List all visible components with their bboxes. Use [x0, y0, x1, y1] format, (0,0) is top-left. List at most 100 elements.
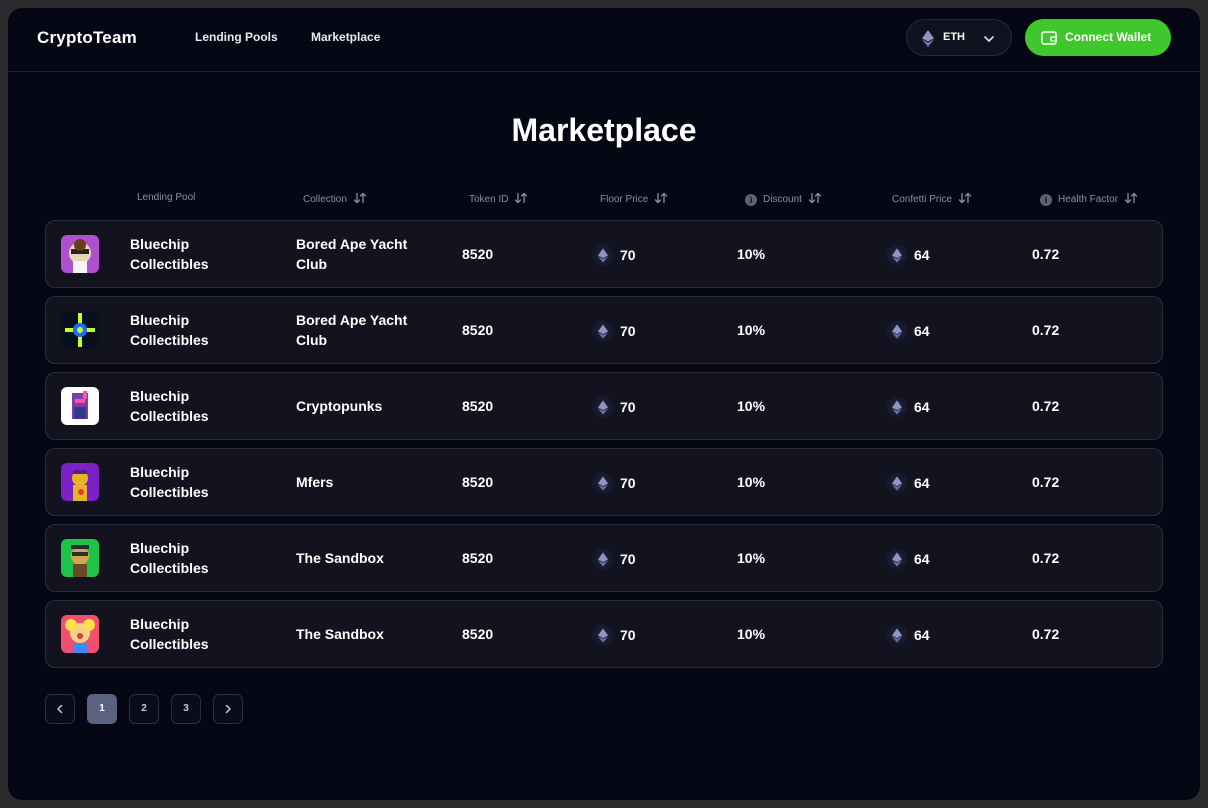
connect-wallet-label: Connect Wallet [1065, 30, 1152, 44]
col-confetti-price[interactable]: Confetti Price [892, 192, 972, 207]
health-factor: 0.72 [1032, 398, 1060, 414]
confetti-price-value: 64 [914, 475, 930, 491]
column-label: Confetti Price [892, 194, 953, 205]
column-label: Lending Pool [137, 192, 196, 203]
ape-purple-avatar [61, 235, 99, 273]
table-header: Lending Pool Collection Token ID Floor Pric… [45, 188, 1163, 210]
confetti-price: 64 [886, 548, 930, 570]
ethereum-icon [592, 320, 614, 342]
clown-ape-avatar [61, 615, 99, 653]
column-label: Health Factor [1058, 194, 1119, 205]
confetti-price-value: 64 [914, 627, 930, 643]
wallet-icon [1041, 31, 1057, 50]
token-id: 8520 [462, 626, 494, 642]
confetti-price-value: 64 [914, 399, 930, 415]
brand-logo[interactable]: CryptoTeam [37, 28, 137, 47]
floor-price: 70 [592, 244, 636, 266]
column-label: Collection [303, 194, 347, 205]
health-factor: 0.72 [1032, 550, 1060, 566]
sort-icon[interactable] [514, 192, 528, 207]
chevron-right-icon [225, 704, 231, 714]
collection-name: The Sandbox [296, 550, 384, 566]
table-row[interactable]: Bluechip Collectibles Mfers 8520 70 10% 64 0.7… [45, 448, 1163, 516]
health-factor: 0.72 [1032, 474, 1060, 490]
neon-figure-avatar [61, 311, 99, 349]
health-factor: 0.72 [1032, 626, 1060, 642]
ethereum-icon [886, 472, 908, 494]
app-window: CryptoTeam Lending Pools Marketplace ETH… [8, 8, 1200, 800]
collection-name: The Sandbox [296, 626, 384, 642]
col-health-factor[interactable]: i Health Factor [1040, 192, 1138, 207]
lending-pool-name: Bluechip Collectibles [130, 540, 209, 576]
page-button-1[interactable]: 1 [87, 694, 117, 724]
confetti-price: 64 [886, 244, 930, 266]
page-title: Marketplace [511, 112, 697, 148]
column-label: Discount [763, 194, 802, 205]
floor-price: 70 [592, 624, 636, 646]
floor-price: 70 [592, 472, 636, 494]
ethereum-icon [922, 30, 934, 52]
marketplace-table: Bluechip Collectibles Bored Ape Yacht Clu… [45, 220, 1163, 676]
lending-pool-name: Bluechip Collectibles [130, 312, 209, 348]
floor-price-value: 70 [620, 399, 636, 415]
chevron-left-icon [57, 704, 63, 714]
column-label: Token ID [469, 194, 509, 205]
sort-icon[interactable] [808, 192, 822, 207]
floor-price: 70 [592, 396, 636, 418]
currency-selector[interactable]: ETH [906, 19, 1012, 56]
health-factor: 0.72 [1032, 322, 1060, 338]
nav-marketplace[interactable]: Marketplace [311, 30, 381, 44]
col-discount[interactable]: i Discount [745, 192, 822, 207]
confetti-price-value: 64 [914, 247, 930, 263]
ethereum-icon [886, 244, 908, 266]
collection-name: Mfers [296, 474, 334, 490]
collection-name: Bored Ape Yacht Club [296, 236, 408, 272]
lending-pool-name: Bluechip Collectibles [130, 388, 209, 424]
sort-icon[interactable] [958, 192, 972, 207]
chevron-down-icon [983, 32, 995, 50]
floor-price-value: 70 [620, 627, 636, 643]
col-floor-price[interactable]: Floor Price [600, 192, 668, 207]
currency-label: ETH [943, 31, 965, 43]
page-button-3[interactable]: 3 [171, 694, 201, 724]
token-id: 8520 [462, 550, 494, 566]
col-collection[interactable]: Collection [303, 192, 367, 207]
sort-icon[interactable] [654, 192, 668, 207]
table-row[interactable]: Bluechip Collectibles Bored Ape Yacht Clu… [45, 296, 1163, 364]
ethereum-icon [592, 396, 614, 418]
ethereum-icon [592, 244, 614, 266]
table-row[interactable]: Bluechip Collectibles The Sandbox 8520 70 10… [45, 524, 1163, 592]
confetti-price: 64 [886, 396, 930, 418]
mfer-avatar [61, 463, 99, 501]
ethereum-icon [592, 624, 614, 646]
floor-price: 70 [592, 320, 636, 342]
ethereum-icon [886, 320, 908, 342]
collection-name: Bored Ape Yacht Club [296, 312, 408, 348]
info-icon[interactable]: i [1040, 193, 1052, 206]
column-label: Floor Price [600, 194, 649, 205]
floor-price-value: 70 [620, 247, 636, 263]
ethereum-icon [592, 548, 614, 570]
table-row[interactable]: Bluechip Collectibles Cryptopunks 8520 70 10… [45, 372, 1163, 440]
sort-icon[interactable] [353, 192, 367, 207]
discount: 10% [737, 246, 766, 262]
sort-icon[interactable] [1124, 192, 1138, 207]
info-icon[interactable]: i [745, 193, 757, 206]
nav-lending-pools[interactable]: Lending Pools [195, 30, 278, 44]
confetti-price-value: 64 [914, 323, 930, 339]
table-row[interactable]: Bluechip Collectibles Bored Ape Yacht Clu… [45, 220, 1163, 288]
connect-wallet-button[interactable]: Connect Wallet [1025, 19, 1171, 56]
next-page-button[interactable] [213, 694, 243, 724]
ethereum-icon [886, 624, 908, 646]
token-id: 8520 [462, 246, 494, 262]
ethereum-icon [886, 396, 908, 418]
page-button-2[interactable]: 2 [129, 694, 159, 724]
confetti-price: 64 [886, 472, 930, 494]
col-token-id[interactable]: Token ID [469, 192, 528, 207]
table-row[interactable]: Bluechip Collectibles The Sandbox 8520 70 10… [45, 600, 1163, 668]
discount: 10% [737, 474, 766, 490]
confetti-price: 64 [886, 624, 930, 646]
prev-page-button[interactable] [45, 694, 75, 724]
lending-pool-name: Bluechip Collectibles [130, 616, 209, 652]
floor-price-value: 70 [620, 551, 636, 567]
